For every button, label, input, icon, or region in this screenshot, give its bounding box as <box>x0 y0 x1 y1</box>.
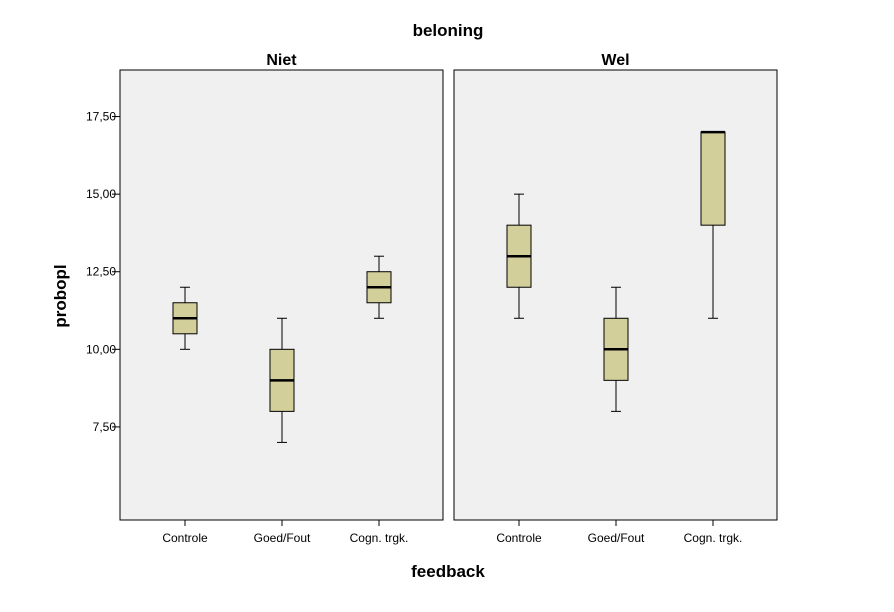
y-tick-label: 15,00 <box>86 187 116 201</box>
y-axis-title: probopl <box>51 264 70 327</box>
x-tick-label: Cogn. trgk. <box>350 531 409 545</box>
x-tick-label: Controle <box>496 531 542 545</box>
panels-group: 7,50 10,00 12,50 15,00 17,50 Niet Controle Goed… <box>86 52 778 545</box>
panel-title: Wel <box>601 52 629 69</box>
x-tick-label: Cogn. trgk. <box>684 531 743 545</box>
x-axis-title: feedback <box>411 562 485 581</box>
x-tick-label: Goed/Fout <box>588 531 645 545</box>
panel-title: Niet <box>266 52 297 69</box>
panel-frame <box>119 69 444 521</box>
box-iqr <box>700 131 726 226</box>
y-tick-label: 7,50 <box>93 420 117 434</box>
y-tick-label: 10,00 <box>86 342 116 356</box>
y-tick-label: 17,50 <box>86 110 116 124</box>
x-tick-label: Goed/Fout <box>254 531 311 545</box>
y-tick-label: 12,50 <box>86 265 116 279</box>
chart-title: beloning <box>413 21 484 40</box>
x-tick-label: Controle <box>162 531 208 545</box>
